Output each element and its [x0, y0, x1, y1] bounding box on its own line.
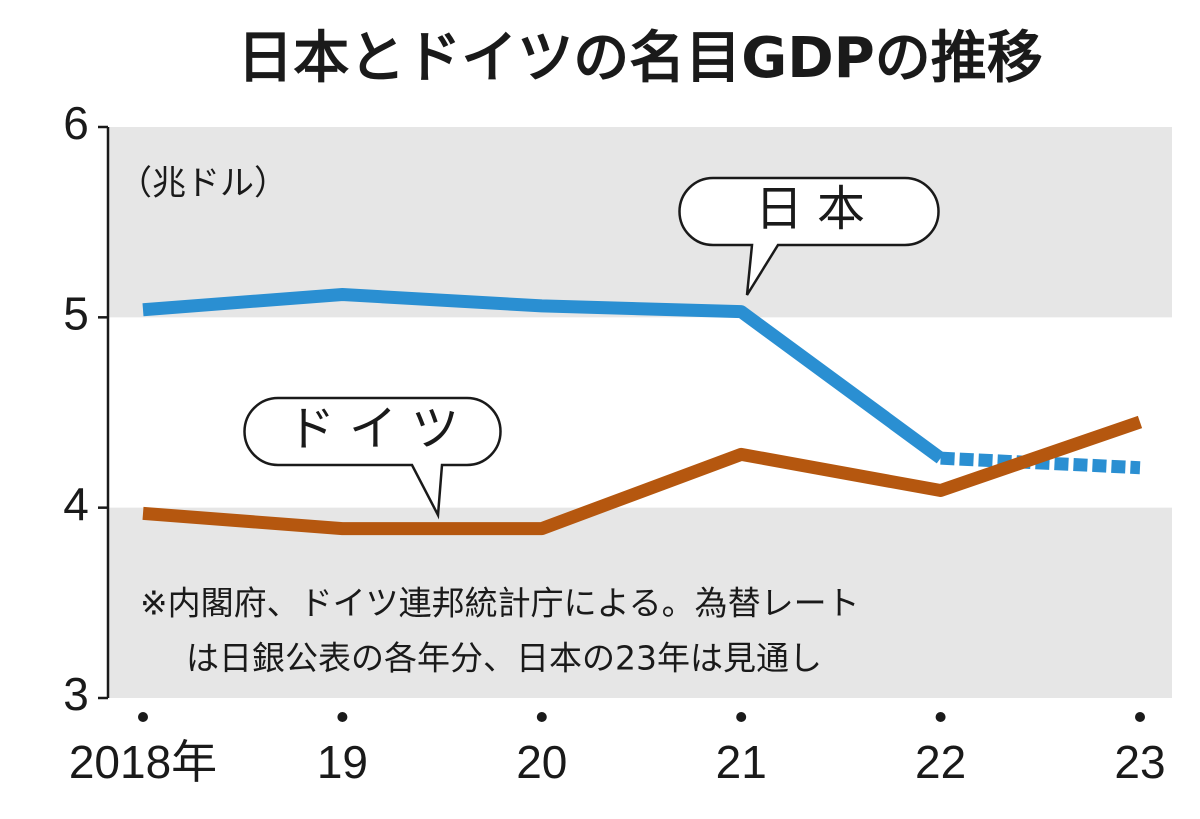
series-label: 日本 — [755, 181, 879, 237]
callout — [243, 396, 502, 520]
series-line — [142, 415, 1143, 536]
x-tick-label: 20 — [516, 736, 567, 788]
bands — [108, 127, 1172, 698]
y-tick-label: 5 — [63, 287, 89, 339]
y-tick-label: 3 — [63, 668, 89, 720]
x-tick — [736, 712, 747, 722]
x-tick-label: 23 — [1114, 736, 1165, 788]
callout — [678, 176, 940, 296]
x-tick-label: 21 — [716, 736, 767, 788]
grid-band — [108, 127, 1172, 318]
series-label: ドイツ — [287, 401, 473, 457]
x-tick — [337, 712, 348, 722]
x-tick — [536, 712, 547, 722]
x-tick-label: 2018年 — [69, 736, 217, 788]
grid-band — [108, 507, 1172, 698]
x-tick-label: 22 — [915, 736, 966, 788]
y-tick-label: 6 — [63, 97, 89, 149]
x-tick — [138, 712, 148, 722]
x-tick — [1135, 712, 1145, 722]
y-unit: （兆ドル） — [118, 164, 288, 204]
chart-title: 日本とドイツの名目GDPの推移 — [237, 26, 1043, 91]
series-line — [142, 287, 945, 464]
note-line: ※内閣府、ドイツ連邦統計庁による。為替レート — [140, 584, 860, 623]
x-tick-label: 19 — [317, 736, 368, 788]
y-tick-label: 4 — [63, 478, 89, 530]
x-tick — [935, 712, 946, 722]
note-line: は日銀公表の各年分、日本の23年は見通し — [186, 639, 822, 678]
